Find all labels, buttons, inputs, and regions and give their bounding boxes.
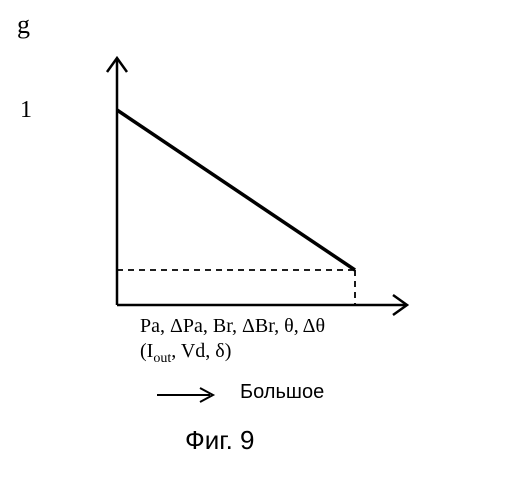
x-axis-label-line1: Pa, ΔPa, Br, ΔBr, θ, Δθ: [140, 315, 325, 338]
figure-caption: Фиг. 9: [185, 425, 255, 456]
x-label-prefix: (I: [140, 340, 153, 362]
x-axis-label-line2: (Iout, Vd, δ): [140, 340, 231, 367]
direction-arrow-svg: [155, 385, 225, 405]
y-tick-one: 1: [20, 97, 32, 124]
direction-label: Большое: [240, 381, 324, 404]
main-line: [117, 110, 355, 270]
y-axis-label: g: [17, 10, 30, 40]
x-label-sub: out: [153, 351, 171, 366]
x-label-suffix: , Vd, δ): [171, 340, 231, 362]
chart-svg: [45, 20, 425, 330]
